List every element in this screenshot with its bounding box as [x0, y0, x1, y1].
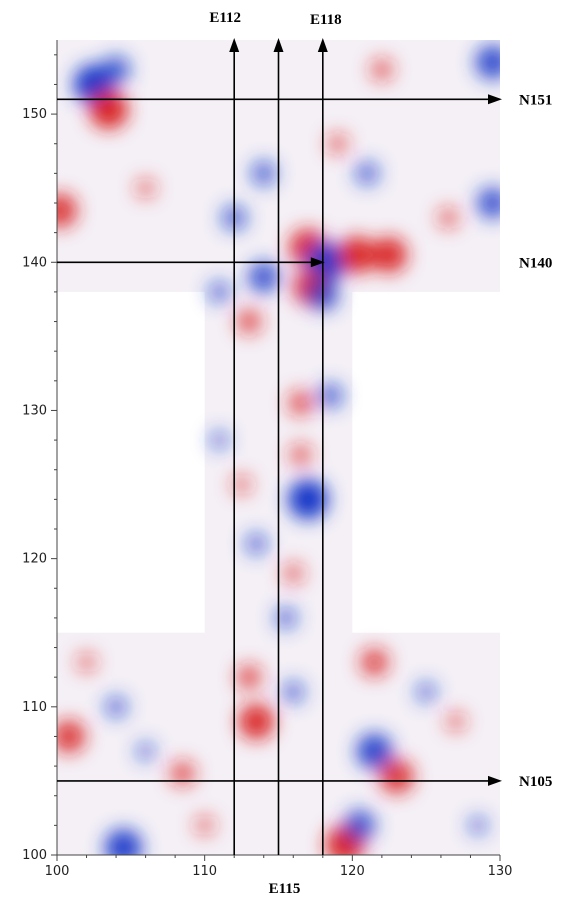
anomaly-1: [101, 55, 131, 85]
anomaly-11: [371, 236, 408, 273]
anomaly-17: [326, 132, 349, 155]
anomaly-39: [356, 733, 393, 770]
anomaly-25: [231, 474, 252, 495]
anomaly-21: [247, 261, 280, 293]
arrow-head: [273, 38, 284, 52]
anomaly-20: [207, 280, 232, 304]
anomaly-32: [235, 664, 262, 691]
y-tick-label: 100: [22, 848, 47, 863]
anomaly-36: [169, 760, 196, 787]
anomaly-13: [476, 187, 500, 219]
anomaly-31: [238, 703, 275, 740]
profile-label-n105: N105: [519, 774, 552, 790]
profile-label-n151: N151: [519, 92, 552, 108]
anomaly-4: [135, 177, 156, 199]
anomaly-14: [370, 58, 394, 82]
profile-lines: E112 E115 E118 N151 N140 N105: [57, 10, 552, 897]
y-tick-label: 140: [22, 255, 47, 270]
anomaly-45: [415, 681, 438, 703]
x-tick-label: 120: [340, 864, 365, 879]
anomaly-22: [287, 390, 314, 417]
anomaly-19: [235, 308, 262, 335]
profile-label-e112: E112: [209, 10, 241, 26]
anomaly-38: [343, 809, 376, 842]
arrow-head: [488, 775, 502, 786]
plot-area: [57, 40, 500, 855]
anomaly-48: [194, 815, 215, 836]
x-tick-label: 130: [488, 864, 513, 879]
x-tick-label: 110: [192, 864, 217, 879]
profile-label-n140: N140: [519, 255, 552, 271]
anomaly-18: [354, 161, 380, 186]
anomaly-42: [104, 695, 128, 719]
anomaly-40: [379, 759, 414, 794]
anomaly-16: [250, 160, 277, 187]
anomaly-28: [317, 382, 344, 409]
anomaly-2: [89, 90, 128, 129]
anomaly-29: [209, 429, 230, 451]
arrow-head: [488, 94, 502, 105]
anomaly-35: [104, 828, 143, 855]
y-tick-label: 130: [22, 403, 47, 418]
anomaly-12: [437, 206, 460, 229]
profile-label-e118: E118: [310, 12, 342, 28]
profile-label-e115: E115: [269, 881, 301, 897]
arrow-head: [229, 38, 240, 52]
y-tick-label: 150: [22, 107, 47, 122]
anomaly-3: [57, 193, 78, 228]
anomaly-15: [475, 45, 500, 80]
anomaly-44: [445, 711, 466, 732]
y-tick-label: 120: [22, 552, 47, 567]
y-tick-label: 110: [22, 700, 47, 715]
anomaly-46: [76, 652, 97, 673]
anomaly-10: [338, 236, 376, 274]
anomaly-41: [360, 647, 389, 677]
anomaly-26: [244, 532, 268, 556]
anomaly-34: [57, 719, 86, 753]
arrow-head: [310, 257, 325, 268]
anomaly-33: [281, 680, 305, 704]
anomaly-23: [289, 443, 313, 467]
axes: 100 110 120 130 140 150 100 110 120 130: [22, 40, 512, 879]
anomaly-43: [135, 741, 156, 762]
anomaly-24: [288, 479, 329, 520]
arrow-head: [317, 38, 328, 52]
anomaly-blobs: [57, 45, 500, 855]
anomaly-27: [282, 562, 305, 585]
x-tick-label: 100: [45, 864, 70, 879]
anomaly-30: [274, 606, 298, 630]
anomaly-47: [467, 815, 489, 836]
